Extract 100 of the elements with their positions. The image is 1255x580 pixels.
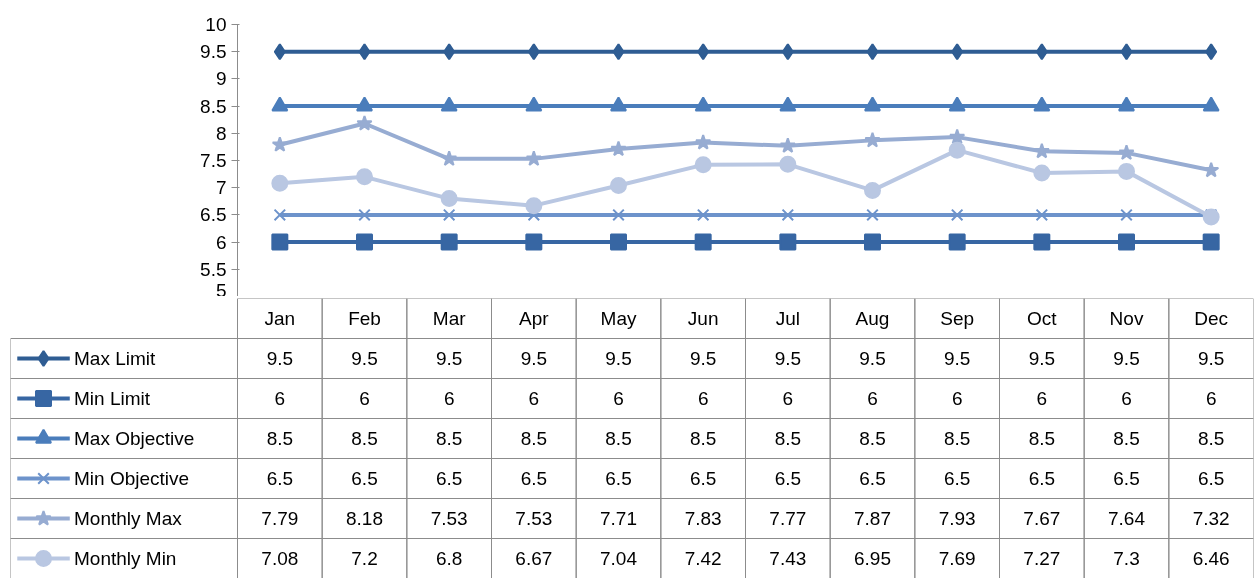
data-label: 6.5 xyxy=(605,468,632,489)
data-label: 7.43 xyxy=(769,548,807,569)
data-label: 7.32 xyxy=(1192,508,1230,529)
y-tick-label: 9.5 xyxy=(200,41,227,63)
data-label: 6 xyxy=(782,388,794,409)
data-label: 6 xyxy=(613,388,624,409)
data-label: 8.5 xyxy=(351,428,378,449)
data-label: 8.5 xyxy=(266,428,294,449)
data-label: 8.5 xyxy=(1197,428,1225,449)
legend-label: Max Objective xyxy=(74,428,195,449)
data-label: 6.8 xyxy=(435,548,463,569)
data-label: 6 xyxy=(528,388,540,409)
data-label: 9.5 xyxy=(605,348,632,369)
y-tick-label: 5.5 xyxy=(200,258,227,280)
x-tick-label: Aug xyxy=(855,308,890,329)
data-label: 8.5 xyxy=(605,428,632,449)
data-label: 6 xyxy=(697,388,709,409)
data-label: 6 xyxy=(274,388,286,409)
x-tick-label: Feb xyxy=(348,308,381,329)
data-label: 9.5 xyxy=(435,348,463,369)
data-label: 9.5 xyxy=(1113,348,1140,369)
data-label: 8.5 xyxy=(689,428,717,449)
data-label: 7.93 xyxy=(938,508,976,529)
data-label: 6.5 xyxy=(859,468,886,489)
data-label: 6.67 xyxy=(515,548,553,569)
data-label: 7.67 xyxy=(1023,508,1061,529)
data-label: 8.5 xyxy=(859,428,886,449)
data-label: 7.2 xyxy=(351,548,378,569)
data-label: 7.08 xyxy=(261,548,299,569)
y-tick-label: 7 xyxy=(215,177,227,199)
data-label: 8.5 xyxy=(1113,428,1140,449)
x-tick-label: Jun xyxy=(687,308,719,329)
data-label: 7.27 xyxy=(1023,548,1061,569)
data-label: 9.5 xyxy=(351,348,378,369)
y-tick-label: 6 xyxy=(215,231,227,253)
data-label: 9.5 xyxy=(859,348,886,369)
data-label: 7.87 xyxy=(854,508,891,529)
data-label: 6 xyxy=(867,388,878,409)
data-label: 9.5 xyxy=(943,348,971,369)
data-label: 9.5 xyxy=(520,348,548,369)
data-label: 9.5 xyxy=(689,348,717,369)
data-label: 9.5 xyxy=(1028,348,1056,369)
y-tick-label: 6.5 xyxy=(200,204,227,226)
data-label: 8.5 xyxy=(943,428,971,449)
y-tick-label: 9 xyxy=(215,68,227,90)
data-label: 6.95 xyxy=(854,548,891,569)
data-label: 9.5 xyxy=(266,348,294,369)
data-label: 6.5 xyxy=(1113,468,1140,489)
x-tick-label: Jan xyxy=(264,308,296,329)
data-label: 7.53 xyxy=(430,508,468,529)
data-label: 7.71 xyxy=(600,508,637,529)
legend-label: Min Objective xyxy=(74,468,190,489)
data-label: 6.5 xyxy=(774,468,802,489)
data-label: 6.5 xyxy=(266,468,294,489)
data-label: 6.46 xyxy=(1192,548,1230,569)
x-tick-label: Oct xyxy=(1027,308,1058,329)
y-tick-label: 8 xyxy=(215,122,227,144)
x-tick-label: Nov xyxy=(1109,308,1144,329)
data-label: 9.5 xyxy=(774,348,802,369)
x-tick-label: May xyxy=(600,308,637,329)
data-label: 7.42 xyxy=(684,548,722,569)
data-label: 7.53 xyxy=(515,508,553,529)
data-label: 6 xyxy=(359,388,370,409)
x-tick-label: Sep xyxy=(940,308,975,329)
data-label: 6.5 xyxy=(1197,468,1225,489)
x-tick-label: Jul xyxy=(775,308,800,329)
data-label: 6.5 xyxy=(689,468,717,489)
data-label: 8.5 xyxy=(774,428,802,449)
x-tick-label: Mar xyxy=(432,308,467,329)
data-label: 6.5 xyxy=(435,468,463,489)
data-label: 6 xyxy=(1036,388,1048,409)
legend-label: Monthly Max xyxy=(74,508,183,529)
y-tick-label: 5 xyxy=(215,279,227,301)
data-label: 7.83 xyxy=(684,508,722,529)
data-label: 6 xyxy=(1121,388,1132,409)
x-tick-label: Dec xyxy=(1194,308,1229,329)
data-label: 7.77 xyxy=(769,508,807,529)
data-label: 8.5 xyxy=(435,428,463,449)
y-tick-label: 10 xyxy=(205,14,227,35)
data-label: 7.79 xyxy=(261,508,299,529)
data-label: 8.5 xyxy=(1028,428,1056,449)
data-label: 9.5 xyxy=(1197,348,1225,369)
y-tick-label: 7.5 xyxy=(200,150,227,171)
data-label: 7.69 xyxy=(938,548,976,569)
data-label: 7.3 xyxy=(1113,548,1140,569)
x-tick-label: Apr xyxy=(519,308,550,329)
data-label: 6 xyxy=(1205,388,1217,409)
data-label: 6.5 xyxy=(520,468,548,489)
data-label: 8.18 xyxy=(346,508,383,529)
data-label: 6 xyxy=(443,388,455,409)
data-label: 6.5 xyxy=(351,468,378,489)
y-tick-label: 8.5 xyxy=(200,95,227,117)
legend-label: Monthly Min xyxy=(74,548,177,569)
legend-label: Min Limit xyxy=(74,388,151,409)
data-label: 7.64 xyxy=(1108,508,1146,529)
data-label: 8.5 xyxy=(520,428,548,449)
data-label: 6.5 xyxy=(1028,468,1056,489)
data-label: 6.5 xyxy=(943,468,971,489)
data-label: 6 xyxy=(951,388,963,409)
data-label: 7.04 xyxy=(600,548,638,569)
